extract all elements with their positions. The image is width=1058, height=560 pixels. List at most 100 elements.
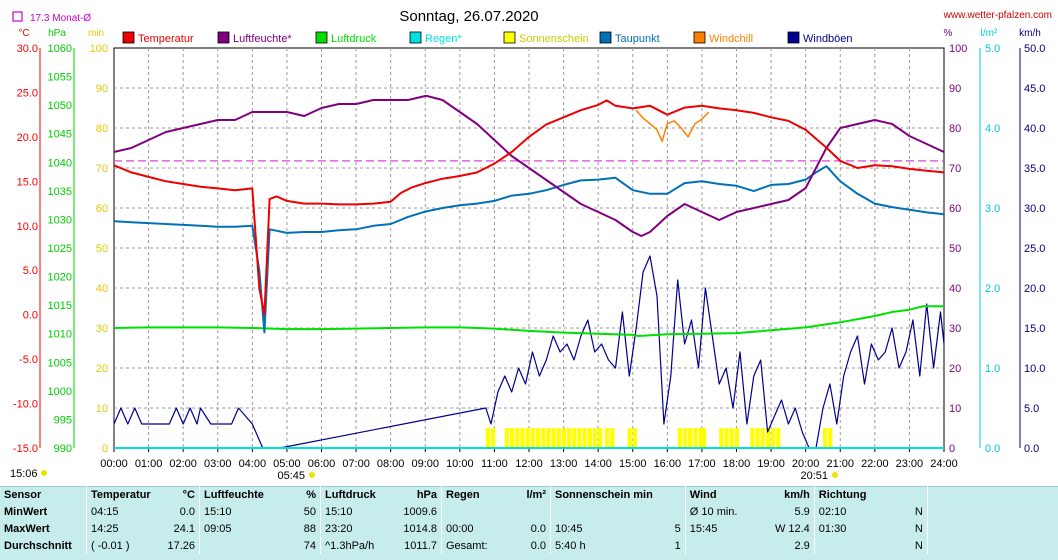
legend-swatch: [409, 31, 422, 44]
table-cell: [926, 520, 1058, 537]
tick-label-rain: 1.0: [985, 363, 1000, 375]
table-cell: 0.0: [530, 522, 546, 535]
tick-label-wind: 0.0: [1024, 443, 1039, 455]
tick-label-pressure: 1050: [48, 100, 72, 112]
sunshine-bar: [698, 428, 703, 448]
table-cell: 15:45: [684, 520, 762, 537]
x-tick-label: 00:00: [100, 458, 128, 470]
series-line: [113, 255, 945, 449]
header-cell: Wind: [684, 486, 762, 503]
sunshine-bar: [556, 428, 561, 448]
sunset-icon: [832, 472, 838, 478]
sunshine-bar: [719, 428, 724, 448]
table-cell: 50: [303, 505, 316, 518]
series-line: [635, 109, 710, 143]
table-cell: 14:25: [86, 520, 155, 537]
sunshine-bar: [582, 428, 587, 448]
legend-swatch: [693, 31, 706, 44]
tick-label-humidity: 80: [949, 123, 961, 135]
tick-label-wind: 20.0: [1024, 283, 1045, 295]
legend-label: Luftdruck: [331, 33, 377, 45]
sunshine-bar: [760, 428, 765, 448]
tick-label-sun_min: 70: [96, 163, 108, 175]
header-cell: [657, 486, 686, 503]
table-cell: [502, 503, 551, 520]
tick-label-sun_min: 40: [96, 283, 108, 295]
tick-label-rain: 5.0: [985, 43, 1000, 55]
table-cell: Gesamt:: [441, 537, 502, 554]
tick-label-pressure: 1060: [48, 43, 72, 55]
tick-label-rain: 2.0: [985, 283, 1000, 295]
legend-label: Windböen: [803, 33, 853, 45]
tick-label-sun_min: 90: [96, 83, 108, 95]
tick-label-sun_min: 0: [102, 443, 108, 455]
axis-unit-label: hPa: [48, 28, 66, 39]
table-cell: [441, 503, 502, 520]
table-cell: [926, 537, 1058, 554]
sunshine-bar: [627, 428, 632, 448]
table-cell: ^1.3hPa/h: [320, 537, 391, 554]
legend-swatch: [787, 31, 800, 44]
series-line: [113, 99, 945, 316]
tick-label-wind: 5.0: [1024, 403, 1039, 415]
sunshine-bar: [693, 428, 698, 448]
sunshine-bar: [509, 428, 515, 448]
table-cell: 88: [303, 522, 316, 535]
sunshine-bar: [776, 428, 781, 448]
sunshine-bar: [822, 428, 828, 448]
x-tick-label: 14:00: [584, 458, 612, 470]
x-tick-label: 06:00: [308, 458, 336, 470]
legend-label: Regen*: [425, 33, 462, 45]
sunshine-bar: [530, 428, 535, 448]
table-row: MaxWert 14:25 24.1 09:05 88 23:20 1014.8…: [0, 520, 1058, 537]
axis-unit-label: l/m²: [981, 28, 998, 39]
sunshine-bar: [587, 428, 592, 448]
chart-title: Sonntag, 26.07.2020: [399, 8, 538, 25]
sunshine-bar: [541, 428, 546, 448]
tick-label-pressure: 1040: [48, 157, 72, 169]
x-tick-label: 20:00: [792, 458, 820, 470]
sunshine-bar: [734, 428, 739, 448]
x-tick-label: 18:00: [723, 458, 751, 470]
tick-label-wind: 45.0: [1024, 83, 1045, 95]
table-cell: [813, 537, 899, 554]
sunshine-bar: [682, 428, 688, 448]
sunshine-bar: [632, 428, 637, 448]
timestamp-sun-icon: [41, 470, 47, 476]
header-cell: °C: [182, 488, 195, 501]
header-cell: hPa: [416, 488, 437, 501]
table-cell: 00:00: [441, 520, 502, 537]
sunshine-bar: [750, 428, 755, 448]
tick-label-humidity: 60: [949, 203, 961, 215]
sunshine-bar: [577, 428, 582, 448]
sunshine-bar: [504, 428, 509, 448]
header-cell: [899, 486, 928, 503]
header-cell: Sensor: [4, 488, 42, 501]
table-cell: 15:10: [199, 503, 278, 520]
sunshine-bar: [551, 428, 556, 448]
x-tick-label: 15:00: [619, 458, 647, 470]
sunshine-bar: [605, 428, 610, 448]
table-cell: 17.26: [167, 539, 195, 552]
x-tick-label: 22:00: [861, 458, 889, 470]
weather-chart: Sonntag, 26.07.2020 www.wetter-pfalzen.co…: [10, 8, 1052, 482]
x-tick-label: 23:00: [896, 458, 924, 470]
table-cell: ( -0.01 ): [86, 537, 155, 554]
tick-label-rain: 4.0: [985, 123, 1000, 135]
table-cell: 5.9: [794, 505, 810, 518]
tick-label-pressure: 995: [54, 414, 72, 426]
sunshine-bar: [755, 428, 760, 448]
table-cell: 24.1: [173, 522, 195, 535]
tick-label-wind: 30.0: [1024, 203, 1045, 215]
sunshine-bar: [520, 428, 525, 448]
sunshine-bar: [771, 428, 776, 448]
header-cell: Luftdruck: [320, 486, 391, 503]
legend-swatch: [217, 31, 230, 44]
tick-label-temp: 10.0: [17, 221, 38, 233]
tick-label-temp: 25.0: [17, 87, 38, 99]
tick-label-pressure: 1025: [48, 243, 72, 255]
table-cell: 2.9: [794, 539, 810, 552]
table-cell: MaxWert: [4, 522, 50, 535]
table-cell: 23:20: [320, 520, 391, 537]
table-cell: [657, 503, 686, 520]
